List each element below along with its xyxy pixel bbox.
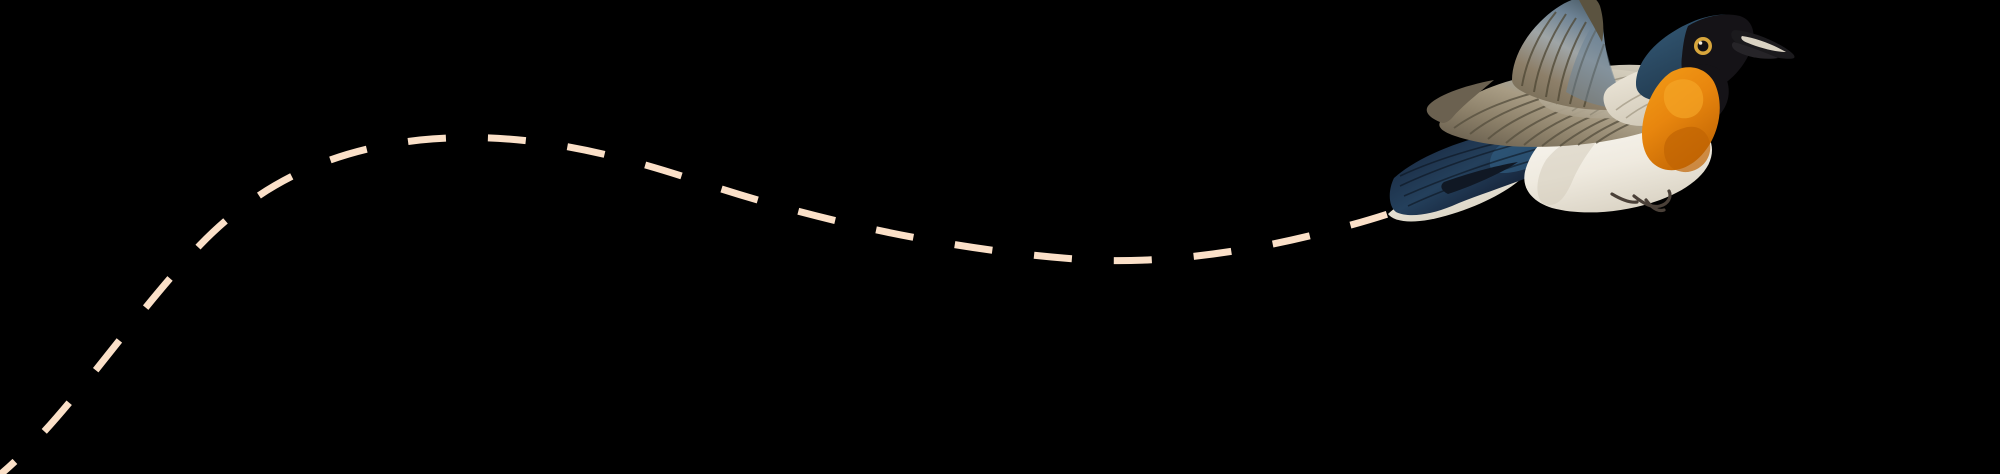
bird-throat (1642, 67, 1720, 173)
beak-highlight (1741, 36, 1786, 52)
upper-wing-tip-dark (1579, 0, 1604, 42)
flight-trail-path (0, 134, 1402, 474)
beak-lower (1731, 42, 1778, 59)
eye-glint (1698, 41, 1703, 45)
bird-feet (1610, 189, 1672, 213)
bird-group (1388, 0, 1795, 222)
lower-wing-tip (1426, 80, 1494, 123)
throat-orange-highlight (1663, 79, 1704, 119)
bird-upper-wing (1512, 0, 1630, 110)
throat-orange-deep-shadow (1664, 126, 1711, 173)
tail-notch-dark (1441, 162, 1518, 194)
